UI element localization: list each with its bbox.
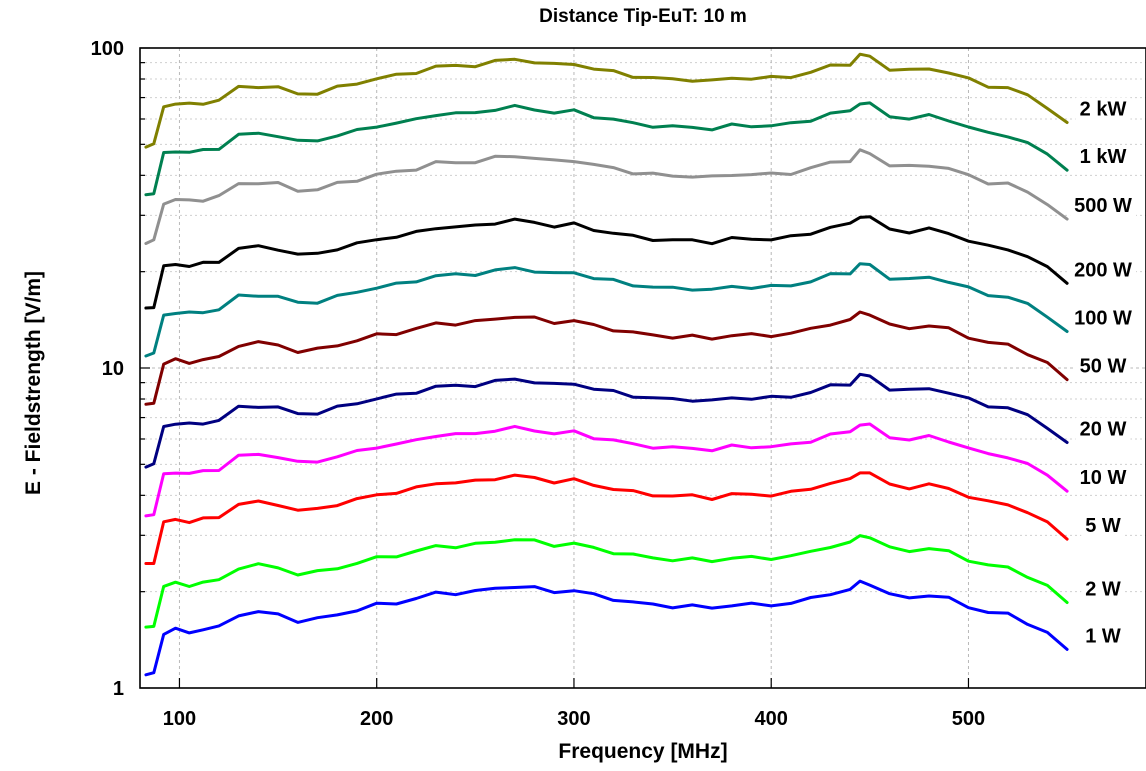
series-label-background xyxy=(1081,577,1125,602)
series-label-background xyxy=(1075,97,1131,122)
series-line-200-w xyxy=(144,215,1069,310)
series-line-100-w xyxy=(144,262,1069,358)
y-tick-label: 10 xyxy=(102,358,124,380)
series-label-1-kw: 1 kW xyxy=(1080,146,1127,168)
series-line-2-kw xyxy=(144,52,1069,149)
y-tick-label: 1 xyxy=(113,678,124,700)
x-tick-label: 400 xyxy=(755,708,788,730)
series-line-10-w xyxy=(144,422,1069,518)
series-label-50-w: 50 W xyxy=(1080,356,1127,378)
series-label-200-w: 200 W xyxy=(1074,259,1132,281)
series-label-500-w: 500 W xyxy=(1074,195,1132,217)
series-line-20-w xyxy=(144,372,1069,469)
x-tick-label: 500 xyxy=(952,708,985,730)
x-tick-label: 200 xyxy=(360,708,393,730)
y-tick-label: 100 xyxy=(91,38,124,60)
series-label-background xyxy=(1070,306,1137,331)
series-label-background xyxy=(1075,145,1131,170)
y-axis-label: E - Fieldstrength [V/m] xyxy=(22,271,45,495)
series-line-1-kw xyxy=(144,101,1069,197)
x-tick-label: 100 xyxy=(163,708,196,730)
series-layer xyxy=(144,52,1069,677)
series-label-background xyxy=(1081,624,1125,649)
series-line-2-w xyxy=(144,534,1069,629)
grid xyxy=(140,48,1146,688)
series-line-1-w xyxy=(144,579,1069,677)
x-axis-label: Frequency [MHz] xyxy=(558,740,727,763)
series-label-100-w: 100 W xyxy=(1074,308,1132,330)
series-label-background xyxy=(1075,417,1131,442)
series-label-2-kw: 2 kW xyxy=(1080,99,1127,121)
series-label-5-w: 5 W xyxy=(1085,515,1121,537)
series-label-20-w: 20 W xyxy=(1080,419,1127,441)
x-tick-labels: 100 200 300 400 500 xyxy=(163,708,985,730)
series-label-10-w: 10 W xyxy=(1080,467,1127,489)
series-label-background xyxy=(1075,354,1131,379)
series-label-1-w: 1 W xyxy=(1085,625,1121,647)
series-line-5-w xyxy=(144,471,1069,565)
series-label-background xyxy=(1075,466,1131,491)
series-label-2-w: 2 W xyxy=(1085,579,1121,601)
x-tick-label: 300 xyxy=(557,708,590,730)
series-label-background xyxy=(1070,194,1137,219)
chart-title: Distance Tip-EuT: 10 m xyxy=(539,6,747,27)
series-label-background xyxy=(1070,258,1137,283)
series-line-50-w xyxy=(144,310,1069,406)
y-tick-labels: 1 10 100 xyxy=(91,38,124,700)
series-label-background xyxy=(1081,514,1125,539)
axis-ticks xyxy=(140,47,970,689)
series-labels: 1 W 2 W 5 W 10 W 20 W 50 W 100 W 200 W 500 W 1 kW… xyxy=(1070,97,1137,649)
series-line-500-w xyxy=(144,148,1069,245)
